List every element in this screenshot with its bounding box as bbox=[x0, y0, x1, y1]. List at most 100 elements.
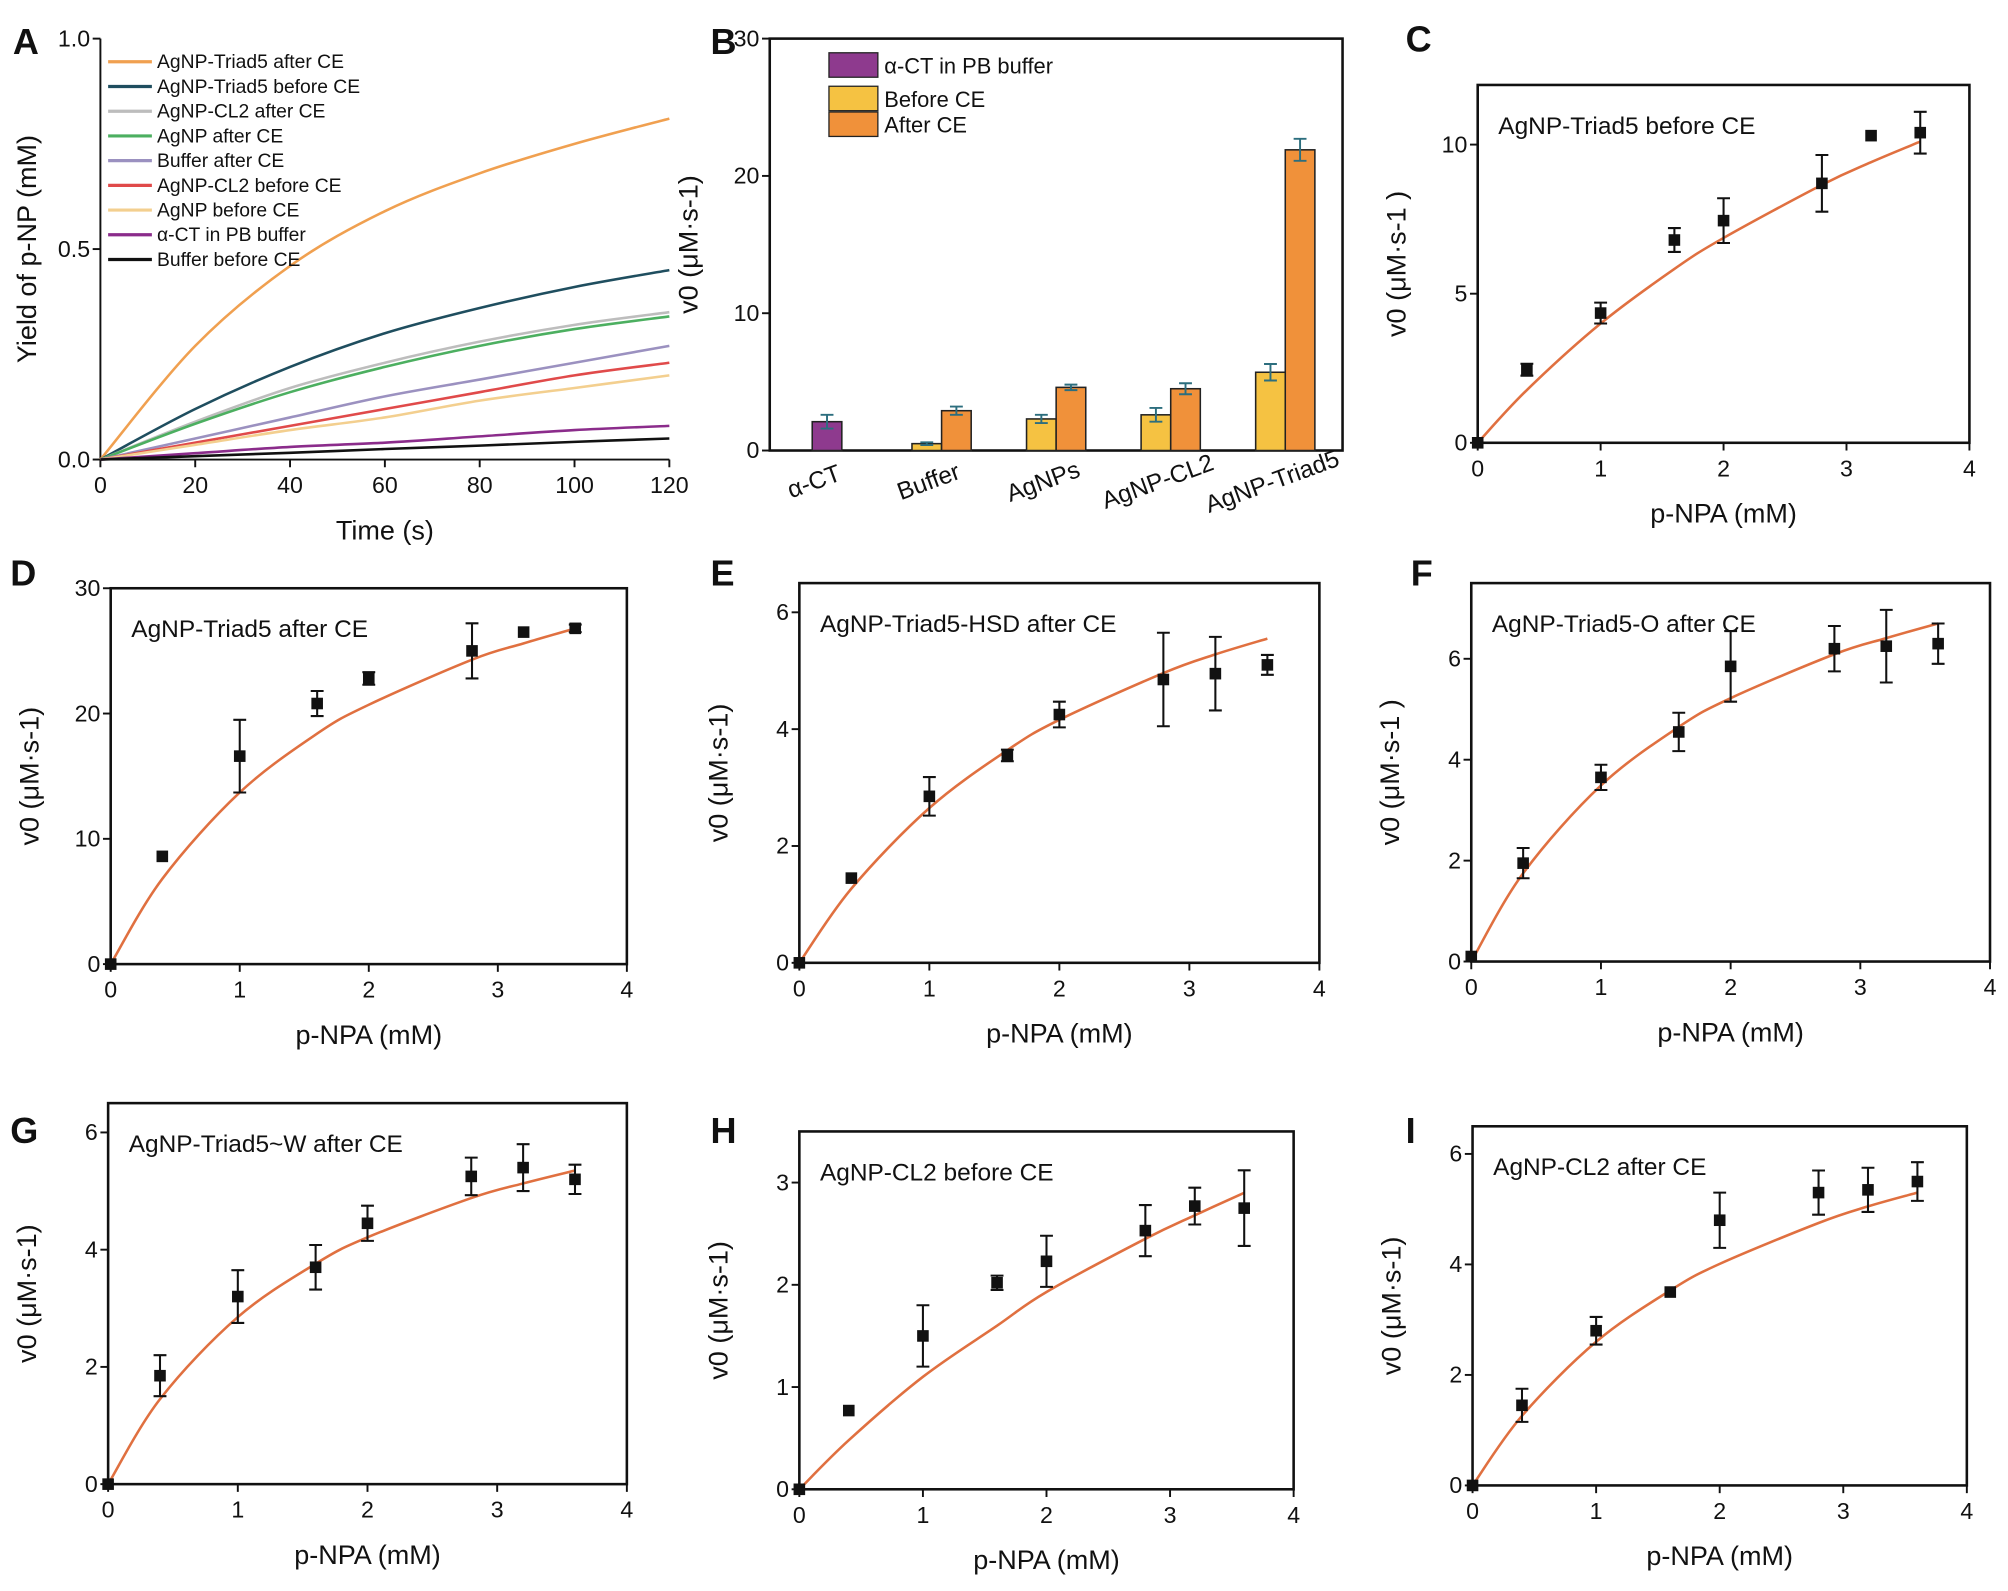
x-tick-label: 3 bbox=[1837, 1498, 1850, 1524]
panel: B 0 10 20 30 v0 (μM·s-1) α-CT Buffer AgNPs AgNP-C… bbox=[674, 21, 1344, 519]
data-point bbox=[1812, 1186, 1825, 1199]
x-axis-label: p-NPA (mM) bbox=[986, 1019, 1133, 1049]
fit-curve bbox=[1476, 140, 1921, 444]
x-tick-label: 2 bbox=[1040, 1502, 1053, 1528]
data-point bbox=[517, 626, 530, 638]
data-point bbox=[517, 1161, 529, 1174]
legend-swatch bbox=[828, 52, 879, 78]
annotation: AgNP-CL2 before CE bbox=[820, 1159, 1054, 1186]
panel: F 0 2 4 6 0 1 2 3 4 p-NPA (mM) v0 (μM·s-1 ) AgNP-Tri… bbox=[1375, 553, 1996, 1048]
y-axis-label: Yield of p-NP (mM) bbox=[12, 135, 42, 363]
fit-curve bbox=[1470, 622, 1939, 963]
x-axis-label: p-NPA (mM) bbox=[1650, 499, 1797, 529]
data-point bbox=[104, 958, 117, 970]
data-point bbox=[991, 1276, 1003, 1289]
x-tick-label: AgNP-Triad5 bbox=[1202, 445, 1343, 518]
data-point bbox=[361, 1217, 374, 1230]
panel-label: A bbox=[13, 21, 39, 62]
y-tick-label: 30 bbox=[734, 25, 760, 51]
y-tick-label: 6 bbox=[776, 599, 789, 625]
data-point bbox=[1932, 637, 1944, 650]
y-tick-label: 4 bbox=[776, 716, 789, 742]
series-line bbox=[100, 424, 670, 461]
panel: D 0 10 20 30 0 1 2 3 4 p-NPA (mM) v0 (μM·s-1) AgNP-T… bbox=[10, 553, 633, 1050]
data-point bbox=[1595, 771, 1607, 784]
error-bar bbox=[1034, 413, 1048, 425]
data-point bbox=[1261, 659, 1274, 671]
x-tick-label: 3 bbox=[491, 1497, 504, 1523]
x-tick-label: 0 bbox=[1466, 1498, 1479, 1524]
data-point bbox=[1664, 1286, 1677, 1298]
annotation: AgNP-Triad5 after CE bbox=[131, 616, 368, 643]
panel-label: H bbox=[711, 1110, 737, 1151]
panel: A 0.0 0.5 1.0 0 20 40 60 80 100 120 Time (s) Yield o… bbox=[12, 21, 689, 545]
y-tick-label: 30 bbox=[75, 575, 101, 601]
y-tick-label: 20 bbox=[734, 163, 760, 189]
panel: I 0 2 4 6 0 1 2 3 4 p-NPA (mM) v0 (μM·s-1) AgNP-CL2 … bbox=[1376, 1110, 1973, 1571]
data-point bbox=[569, 1173, 581, 1186]
data-point bbox=[233, 750, 246, 762]
plot-frame bbox=[798, 581, 1321, 965]
data-point bbox=[842, 1404, 855, 1417]
x-tick-label: AgNPs bbox=[1003, 456, 1084, 507]
x-tick-label: 4 bbox=[620, 1497, 633, 1523]
legend-swatch bbox=[828, 111, 879, 138]
x-tick-label: 80 bbox=[467, 472, 493, 498]
x-tick-label: 2 bbox=[1053, 975, 1066, 1001]
series-line bbox=[99, 315, 670, 461]
data-point bbox=[845, 872, 858, 884]
data-point bbox=[362, 672, 375, 685]
series-line bbox=[99, 117, 670, 461]
legend-swatch bbox=[828, 85, 879, 112]
bar bbox=[1169, 387, 1202, 452]
data-point bbox=[232, 1290, 244, 1303]
data-point bbox=[1672, 726, 1685, 738]
bar bbox=[940, 409, 972, 452]
panel: G 0 2 4 6 0 1 2 3 4 p-NPA (mM) v0 (μM·s-1) AgNP-Tria… bbox=[10, 1101, 633, 1570]
data-point bbox=[1865, 129, 1877, 142]
y-axis-label: v0 (μM·s-1) bbox=[15, 707, 45, 846]
y-tick-label: 4 bbox=[1448, 746, 1461, 772]
y-tick-label: 10 bbox=[75, 826, 101, 852]
x-axis-label: p-NPA (mM) bbox=[1657, 1017, 1804, 1047]
legend-label: AgNP-Triad5 after CE bbox=[157, 52, 344, 73]
x-tick-label: 2 bbox=[1717, 455, 1730, 481]
y-tick-label: 2 bbox=[85, 1354, 98, 1380]
data-point bbox=[1139, 1224, 1152, 1237]
data-point bbox=[309, 1261, 322, 1274]
legend-label: Buffer after CE bbox=[157, 151, 284, 172]
data-point bbox=[1521, 363, 1533, 376]
x-tick-label: 1 bbox=[233, 977, 246, 1003]
data-point bbox=[1466, 1479, 1479, 1492]
x-tick-label: 0 bbox=[1465, 974, 1478, 1000]
panel-label: I bbox=[1406, 1110, 1416, 1151]
y-tick-label: 1 bbox=[776, 1374, 789, 1400]
panel-label: C bbox=[1406, 18, 1432, 59]
y-tick-label: 2 bbox=[1449, 1362, 1462, 1388]
data-point bbox=[1911, 1175, 1924, 1188]
x-tick-label: 3 bbox=[491, 977, 504, 1003]
x-tick-label: 1 bbox=[231, 1497, 244, 1523]
data-point bbox=[917, 1330, 929, 1342]
x-tick-label: 0 bbox=[94, 472, 107, 498]
bar bbox=[1055, 386, 1087, 452]
x-axis-label: p-NPA (mM) bbox=[295, 1020, 442, 1050]
data-point bbox=[1471, 437, 1484, 449]
legend-label: After CE bbox=[884, 113, 967, 138]
error-bar bbox=[1179, 382, 1192, 396]
x-tick-label: 1 bbox=[923, 975, 936, 1001]
x-axis-label: p-NPA (mM) bbox=[294, 1540, 441, 1570]
data-point bbox=[1516, 1399, 1528, 1412]
data-point bbox=[1594, 307, 1607, 319]
annotation: AgNP-CL2 after CE bbox=[1493, 1154, 1706, 1181]
y-tick-label: 6 bbox=[1448, 646, 1461, 672]
x-tick-label: 1 bbox=[916, 1502, 929, 1528]
data-point bbox=[923, 790, 936, 803]
legend-label: α-CT in PB buffer bbox=[884, 53, 1053, 78]
y-tick-label: 3 bbox=[776, 1169, 789, 1195]
error-bar bbox=[920, 441, 934, 446]
x-tick-label: 1 bbox=[1590, 1498, 1603, 1524]
data-point bbox=[102, 1478, 114, 1490]
y-axis-label: v0 (μM·s-1 ) bbox=[1382, 191, 1412, 337]
